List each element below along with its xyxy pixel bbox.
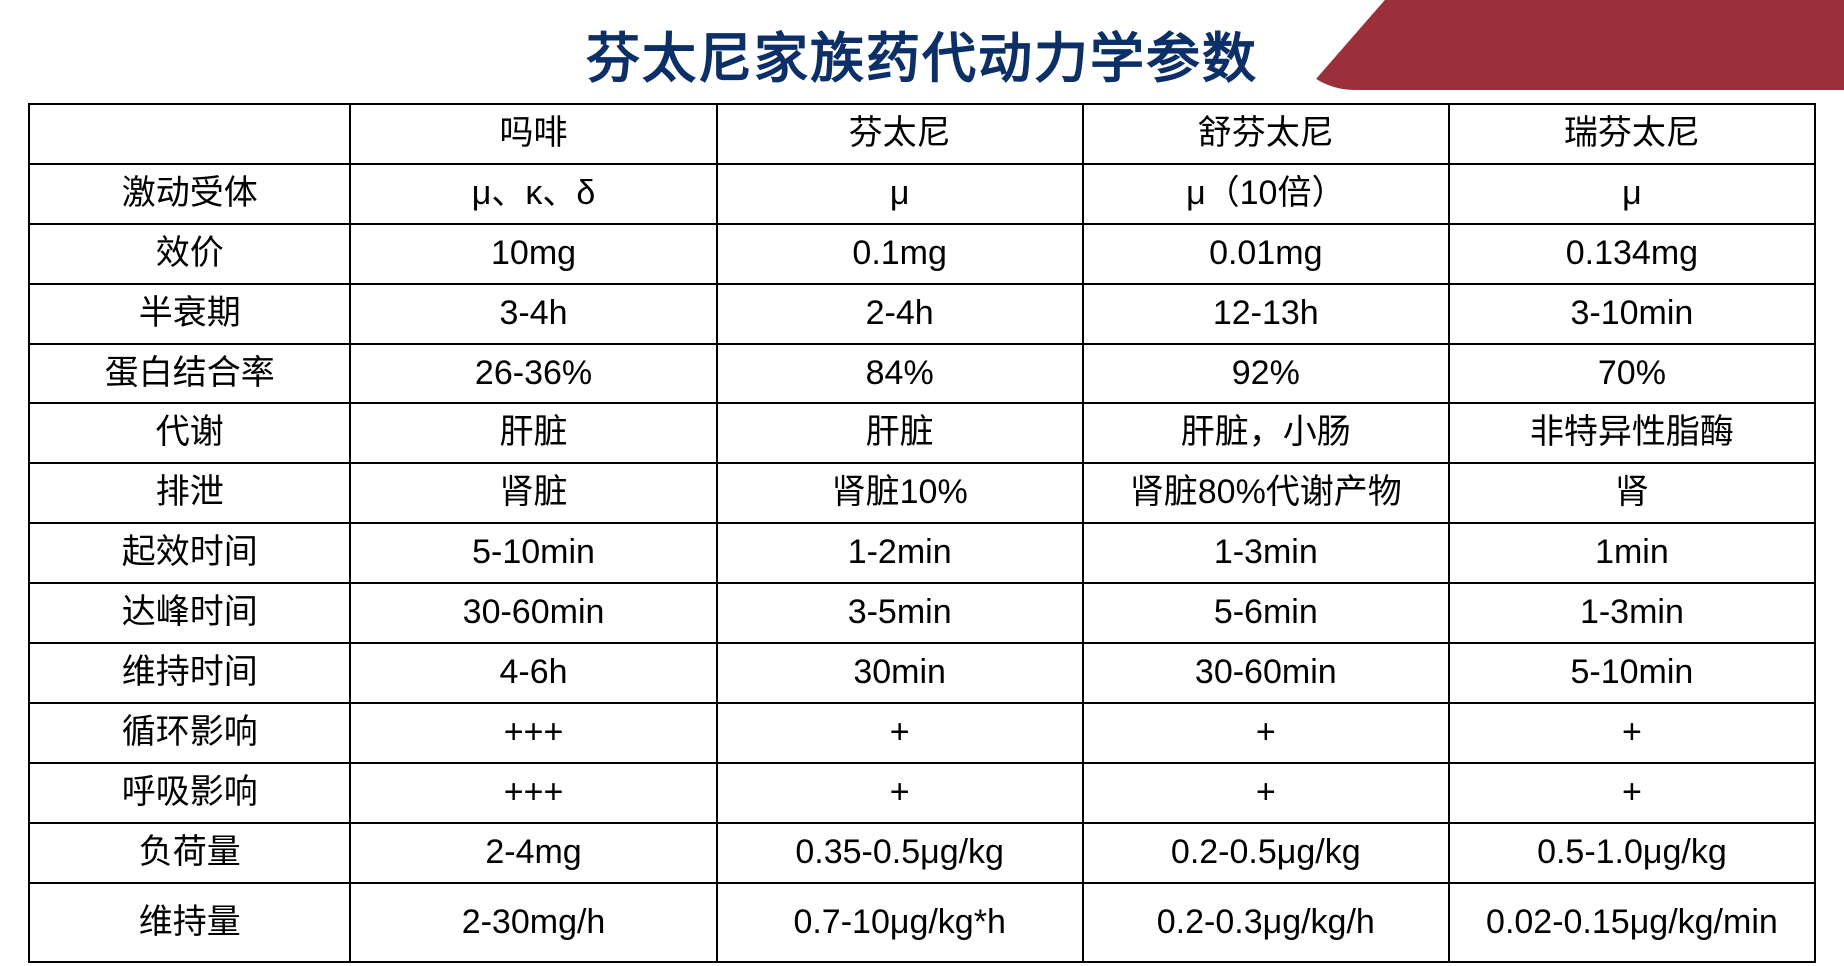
table-row: 循环影响++++++ xyxy=(29,703,1815,763)
row-header: 维持量 xyxy=(29,883,350,963)
table-row: 维持量2-30mg/h0.7-10μg/kg*h0.2-0.3μg/kg/h0.… xyxy=(29,883,1815,963)
table-cell: 1-2min xyxy=(717,523,1083,583)
table-cell: 2-4h xyxy=(717,284,1083,344)
pk-params-table: 吗啡 芬太尼 舒芬太尼 瑞芬太尼 激动受体μ、κ、δμμ（10倍）μ效价10mg… xyxy=(28,103,1816,963)
table-cell: 5-6min xyxy=(1083,583,1449,643)
table-cell: 3-5min xyxy=(717,583,1083,643)
table-header-row: 吗啡 芬太尼 舒芬太尼 瑞芬太尼 xyxy=(29,104,1815,164)
table-row: 起效时间5-10min1-2min1-3min1min xyxy=(29,523,1815,583)
table-cell: 92% xyxy=(1083,344,1449,404)
row-header: 蛋白结合率 xyxy=(29,344,350,404)
table-cell: + xyxy=(717,703,1083,763)
table-cell: 肝脏，小肠 xyxy=(1083,403,1449,463)
table-row: 蛋白结合率26-36%84%92%70% xyxy=(29,344,1815,404)
table-cell: 30-60min xyxy=(350,583,716,643)
table-cell: μ xyxy=(717,164,1083,224)
table-cell: 非特异性脂酶 xyxy=(1449,403,1815,463)
row-header: 负荷量 xyxy=(29,823,350,883)
col-header: 吗啡 xyxy=(350,104,716,164)
table-row: 排泄肾脏肾脏10%肾脏80%代谢产物肾 xyxy=(29,463,1815,523)
table-cell: 0.1mg xyxy=(717,224,1083,284)
table-cell: 30min xyxy=(717,643,1083,703)
row-header: 半衰期 xyxy=(29,284,350,344)
table-cell: 肝脏 xyxy=(717,403,1083,463)
table-cell: 4-6h xyxy=(350,643,716,703)
table-cell: + xyxy=(1449,763,1815,823)
table-cell: +++ xyxy=(350,703,716,763)
table-cell: 0.35-0.5μg/kg xyxy=(717,823,1083,883)
table-cell: 肾脏10% xyxy=(717,463,1083,523)
table-cell: 0.7-10μg/kg*h xyxy=(717,883,1083,963)
row-header: 效价 xyxy=(29,224,350,284)
col-header: 舒芬太尼 xyxy=(1083,104,1449,164)
table-cell: μ xyxy=(1449,164,1815,224)
row-header: 循环影响 xyxy=(29,703,350,763)
table-row: 达峰时间30-60min3-5min5-6min1-3min xyxy=(29,583,1815,643)
row-header: 代谢 xyxy=(29,403,350,463)
table-cell: 肾 xyxy=(1449,463,1815,523)
table-cell: 肝脏 xyxy=(350,403,716,463)
table-row: 负荷量2-4mg0.35-0.5μg/kg0.2-0.5μg/kg0.5-1.0… xyxy=(29,823,1815,883)
table-row: 代谢肝脏肝脏肝脏，小肠非特异性脂酶 xyxy=(29,403,1815,463)
table-cell: 30-60min xyxy=(1083,643,1449,703)
row-header: 排泄 xyxy=(29,463,350,523)
table-cell: + xyxy=(1083,703,1449,763)
table-row: 半衰期3-4h2-4h12-13h3-10min xyxy=(29,284,1815,344)
table-cell: 3-10min xyxy=(1449,284,1815,344)
table-cell: + xyxy=(717,763,1083,823)
table-cell: 0.134mg xyxy=(1449,224,1815,284)
row-header: 维持时间 xyxy=(29,643,350,703)
table-cell: 5-10min xyxy=(350,523,716,583)
table-cell: 70% xyxy=(1449,344,1815,404)
table-cell: μ、κ、δ xyxy=(350,164,716,224)
table-cell: 0.2-0.5μg/kg xyxy=(1083,823,1449,883)
table-cell: 26-36% xyxy=(350,344,716,404)
table-cell: 5-10min xyxy=(1449,643,1815,703)
table-cell: 1-3min xyxy=(1449,583,1815,643)
table-cell: 2-30mg/h xyxy=(350,883,716,963)
row-header: 达峰时间 xyxy=(29,583,350,643)
table-cell: 0.5-1.0μg/kg xyxy=(1449,823,1815,883)
table-cell: 0.2-0.3μg/kg/h xyxy=(1083,883,1449,963)
table-cell: + xyxy=(1083,763,1449,823)
row-header: 激动受体 xyxy=(29,164,350,224)
table-row: 呼吸影响++++++ xyxy=(29,763,1815,823)
table-cell: 84% xyxy=(717,344,1083,404)
table-body: 激动受体μ、κ、δμμ（10倍）μ效价10mg0.1mg0.01mg0.134m… xyxy=(29,164,1815,963)
table-cell: 0.01mg xyxy=(1083,224,1449,284)
col-header: 芬太尼 xyxy=(717,104,1083,164)
table-cell: 12-13h xyxy=(1083,284,1449,344)
table-cell: 1-3min xyxy=(1083,523,1449,583)
table-row: 激动受体μ、κ、δμμ（10倍）μ xyxy=(29,164,1815,224)
table-row: 维持时间4-6h30min30-60min5-10min xyxy=(29,643,1815,703)
table-cell: 肾脏80%代谢产物 xyxy=(1083,463,1449,523)
col-header xyxy=(29,104,350,164)
row-header: 呼吸影响 xyxy=(29,763,350,823)
row-header: 起效时间 xyxy=(29,523,350,583)
table-container: 吗啡 芬太尼 舒芬太尼 瑞芬太尼 激动受体μ、κ、δμμ（10倍）μ效价10mg… xyxy=(0,103,1844,963)
table-cell: 0.02-0.15μg/kg/min xyxy=(1449,883,1815,963)
slide: 芬太尼家族药代动力学参数 吗啡 芬太尼 舒芬太尼 瑞芬太尼 激动受体μ、κ、δμ… xyxy=(0,0,1844,966)
table-cell: +++ xyxy=(350,763,716,823)
table-cell: 1min xyxy=(1449,523,1815,583)
table-cell: 3-4h xyxy=(350,284,716,344)
table-cell: 10mg xyxy=(350,224,716,284)
table-cell: μ（10倍） xyxy=(1083,164,1449,224)
table-cell: 2-4mg xyxy=(350,823,716,883)
table-cell: 肾脏 xyxy=(350,463,716,523)
table-cell: + xyxy=(1449,703,1815,763)
col-header: 瑞芬太尼 xyxy=(1449,104,1815,164)
table-row: 效价10mg0.1mg0.01mg0.134mg xyxy=(29,224,1815,284)
